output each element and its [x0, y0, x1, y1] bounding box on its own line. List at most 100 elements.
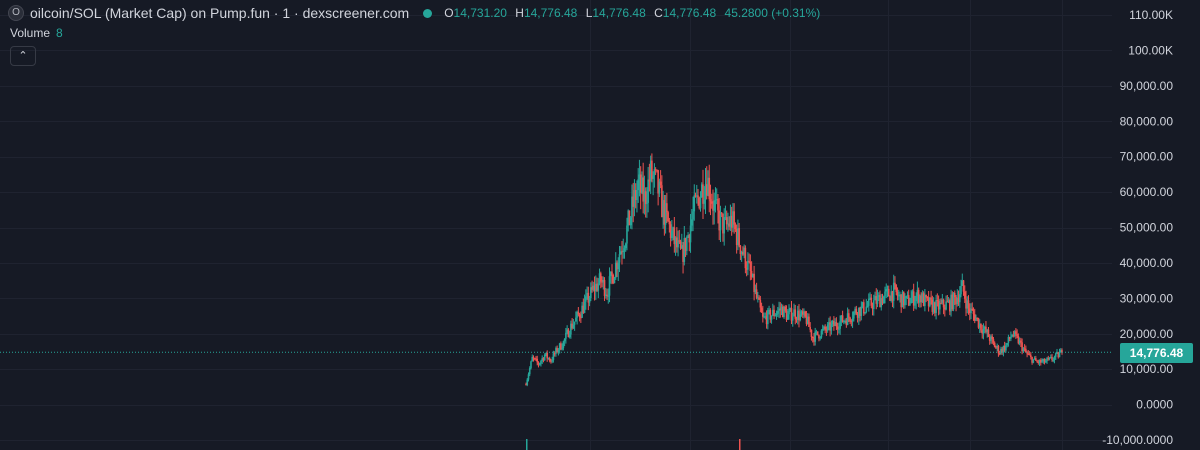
candle-body: [531, 357, 534, 362]
candle-body: [910, 297, 912, 304]
candle-body: [730, 215, 733, 228]
ohlc-values: O14,731.20 H14,776.48 L14,776.48 C14,776…: [444, 6, 820, 20]
candle-body: [1002, 345, 1005, 353]
chart-grid: [0, 0, 1112, 450]
candle-body: [673, 227, 676, 245]
candle-body: [576, 311, 578, 318]
candle-body: [769, 309, 772, 320]
candle-body: [895, 284, 898, 292]
candle-body: [707, 177, 709, 196]
candle-body: [629, 217, 632, 226]
candle-body: [590, 287, 592, 298]
candle-body: [567, 329, 570, 338]
candle-body: [789, 308, 792, 311]
candle-body: [560, 343, 562, 350]
candle-body: [757, 297, 759, 299]
candle-body: [939, 302, 941, 310]
candle-body: [848, 313, 850, 318]
candle-body: [980, 323, 982, 331]
candle-body: [876, 296, 879, 304]
collapse-legend-button[interactable]: ⌃: [10, 46, 36, 66]
candle-body: [571, 323, 573, 329]
open-value: 14,731.20: [453, 6, 507, 20]
candle-body: [735, 229, 738, 245]
candle-body: [527, 374, 530, 380]
candle-body: [853, 311, 855, 319]
candle-body: [816, 331, 819, 335]
candle-body: [907, 295, 910, 306]
candle-body: [550, 360, 552, 362]
close-value: 14,776.48: [662, 6, 717, 20]
candle-body: [1011, 335, 1013, 337]
y-tick-label: 60,000.00: [1120, 185, 1174, 199]
candle-body: [906, 295, 909, 297]
candle-body: [885, 289, 888, 292]
candle-body: [1030, 355, 1032, 358]
candle-body: [563, 338, 566, 342]
volume-legend: Volume 8: [10, 26, 63, 40]
candle-body: [891, 291, 894, 301]
candle-body: [815, 331, 818, 333]
candle-body: [722, 213, 724, 234]
candle-body: [537, 362, 540, 365]
candle-body: [1013, 331, 1016, 336]
candle-body: [611, 271, 613, 276]
candle-body: [932, 302, 935, 312]
candle-body: [718, 210, 721, 231]
candle-body: [575, 317, 577, 322]
candle-body: [676, 237, 678, 248]
candle-body: [778, 308, 780, 312]
candle-body: [1031, 357, 1033, 363]
candle-body: [806, 316, 809, 324]
candle-body: [967, 300, 970, 309]
y-tick-label: 80,000.00: [1120, 114, 1174, 128]
candle-body: [838, 328, 840, 330]
candle-body: [909, 303, 911, 306]
candle-body: [877, 295, 880, 297]
candle-body: [683, 238, 686, 262]
candle-body: [1043, 358, 1046, 363]
candle-body: [636, 190, 638, 201]
candle-body: [850, 321, 853, 323]
candle-body: [632, 196, 634, 207]
candle-body: [993, 342, 996, 348]
candle-body: [762, 312, 764, 317]
candle-body: [889, 296, 891, 301]
symbol-icon[interactable]: O: [8, 5, 24, 21]
candle-body: [1049, 357, 1052, 359]
candle-body: [573, 321, 576, 325]
candle-body: [662, 200, 664, 218]
candle-body: [614, 262, 617, 278]
candle-body: [1056, 352, 1058, 354]
candle-body: [1005, 345, 1007, 351]
candle-body: [546, 352, 548, 359]
candle-body: [921, 293, 924, 303]
candle-body: [536, 358, 539, 363]
candle-body: [545, 352, 547, 355]
volume-layer: [526, 439, 741, 450]
candle-body: [1033, 358, 1036, 360]
candle-body: [708, 177, 711, 200]
candle-body: [796, 310, 799, 320]
candle-body: [763, 316, 765, 318]
candle-body: [565, 332, 567, 339]
candle-body: [578, 314, 581, 318]
candle-body: [603, 279, 606, 296]
candle-body: [986, 329, 989, 333]
candle-body: [642, 177, 644, 202]
y-tick-label: -10,000.0000: [1102, 433, 1173, 447]
candle-body: [811, 337, 814, 339]
candle-body: [821, 329, 824, 331]
candle-body: [689, 225, 692, 243]
candle-body: [639, 174, 642, 193]
candle-body: [860, 306, 863, 316]
candle-body: [940, 302, 942, 304]
candle-body: [788, 310, 790, 315]
volume-bar: [739, 439, 741, 450]
candle-body: [902, 291, 905, 306]
candle-body: [682, 245, 684, 262]
candle-body: [856, 313, 859, 318]
open-label: O: [444, 6, 454, 20]
candle-body: [618, 254, 621, 263]
